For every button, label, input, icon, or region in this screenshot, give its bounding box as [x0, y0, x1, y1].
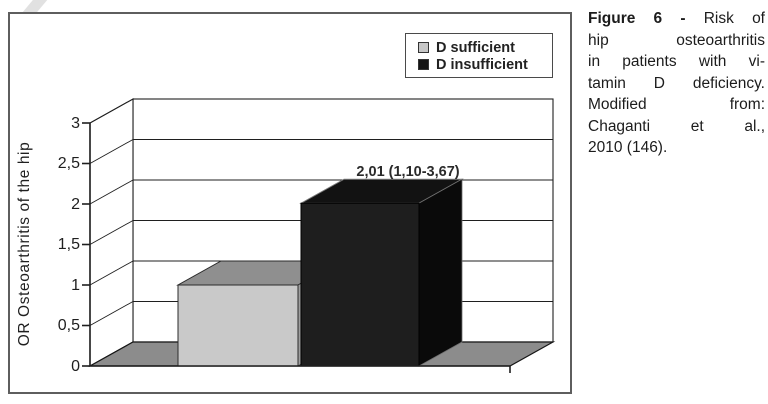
caption-line: Chaganti et al., — [588, 117, 765, 135]
legend: D sufficient D insufficient — [405, 33, 553, 78]
figure-caption: Figure 6 - Risk of hip osteoarthritis in… — [588, 8, 765, 159]
y-tick-label: 3 — [71, 115, 80, 132]
caption-line: hip osteoarthritis — [588, 31, 765, 49]
legend-label: D insufficient — [436, 56, 528, 73]
caption-line: Figure 6 - Risk of — [588, 8, 765, 30]
legend-swatch-d-insufficient — [418, 59, 429, 70]
caption-figure-label: Figure 6 - — [588, 10, 686, 27]
caption-text: Risk of — [703, 10, 765, 27]
y-tick-label: 1,5 — [58, 236, 80, 253]
left-wall-gridline — [89, 98, 134, 124]
left-wall-gridline — [89, 220, 134, 245]
caption-line: tamin D deficiency. — [588, 74, 765, 92]
legend-label: D sufficient — [436, 39, 515, 56]
left-wall-gridline — [89, 301, 134, 326]
legend-item-d-sufficient: D sufficient — [418, 39, 552, 56]
bar-front-face — [300, 202, 420, 367]
chart-panel: 3 2,5 2 1,5 1 0,5 0 OR Osteoarthritis of… — [8, 12, 572, 394]
bar-d-insufficient — [299, 178, 464, 367]
legend-item-d-insufficient: D insufficient — [418, 56, 552, 73]
bar-chart-3d: 3 2,5 2 1,5 1 0,5 0 OR Osteoarthritis of… — [16, 98, 556, 375]
caption-line: 2010 (146). — [588, 139, 668, 156]
y-tick-label: 1 — [71, 277, 80, 294]
bar-value-label: 2,01 (1,10-3,67) — [356, 164, 459, 180]
caption-line: Modified from: — [588, 96, 765, 113]
y-tick-label: 2,5 — [58, 155, 80, 172]
left-wall-gridline — [89, 260, 134, 286]
y-tick-label: 0 — [71, 358, 80, 375]
legend-swatch-d-sufficient — [418, 42, 429, 53]
caption-line: in patients with vi- — [588, 53, 765, 70]
bar-front-face — [177, 284, 299, 367]
y-tick-label: 0,5 — [58, 317, 80, 334]
left-wall-gridline — [89, 179, 134, 205]
left-wall-gridline — [89, 139, 134, 164]
bar-side-face — [418, 178, 463, 367]
y-axis-title: OR Osteoarthritis of the hip — [16, 142, 33, 347]
y-tick-label: 2 — [71, 196, 80, 213]
